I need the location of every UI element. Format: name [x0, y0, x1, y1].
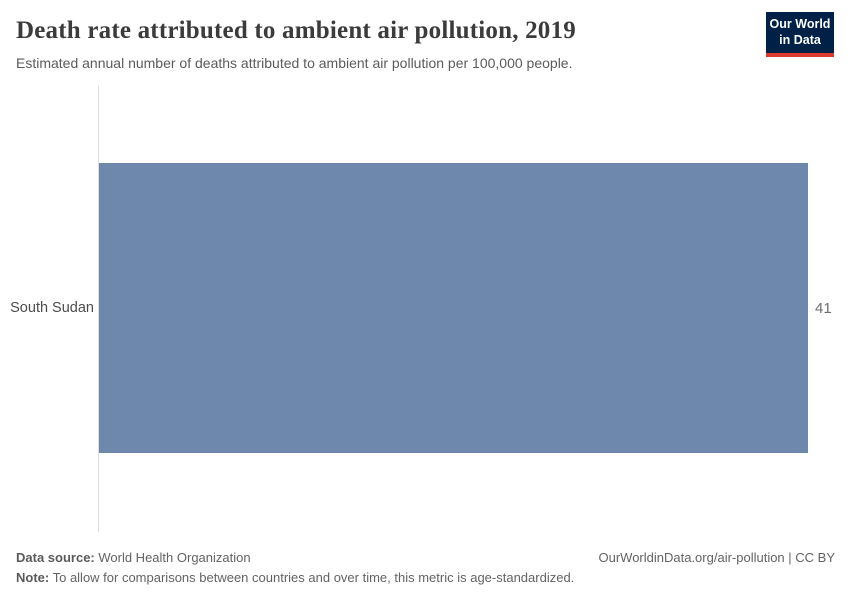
- note-value: To allow for comparisons between countri…: [49, 569, 575, 585]
- bar-south-sudan[interactable]: [99, 163, 808, 453]
- bar-row: [99, 163, 808, 453]
- chart-footer: Data source: World Health Organization O…: [16, 548, 835, 588]
- owid-license-link[interactable]: OurWorldinData.org/air-pollution | CC BY: [598, 549, 835, 565]
- note-label: Note:: [16, 569, 50, 585]
- chart-subtitle: Estimated annual number of deaths attrib…: [16, 55, 573, 71]
- bar-value-label: 41: [815, 300, 832, 317]
- owid-logo: Our World in Data: [766, 12, 834, 57]
- chart-title: Death rate attributed to ambient air pol…: [16, 17, 576, 44]
- owid-logo-line2: in Data: [779, 32, 821, 47]
- data-source-label: Data source:: [16, 549, 95, 565]
- data-source-line: Data source: World Health Organization: [16, 548, 251, 568]
- owid-logo-line1: Our World: [769, 16, 831, 31]
- chart-header: Death rate attributed to ambient air pol…: [16, 12, 834, 72]
- y-axis-line: [98, 86, 99, 532]
- data-source-value: World Health Organization: [94, 549, 251, 565]
- entity-label: South Sudan: [10, 300, 94, 316]
